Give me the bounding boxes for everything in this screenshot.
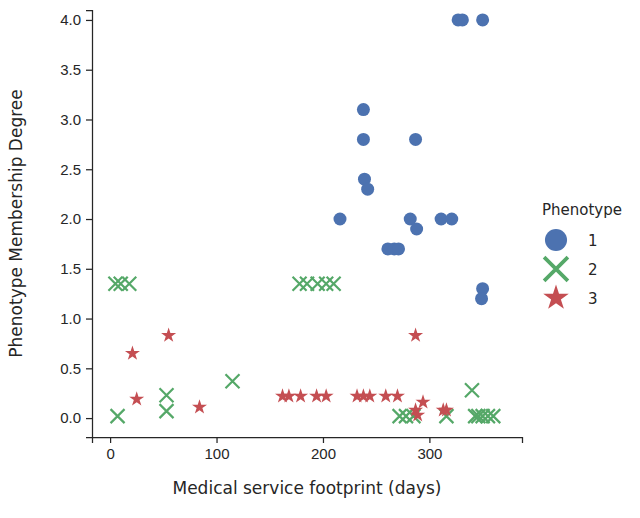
y-axis: 0.0 0.5 1.0 1.5 2.0 2.5 3.0 3.5 4.0 — [60, 11, 92, 438]
point — [319, 277, 333, 291]
point — [410, 407, 425, 421]
tick-label: 100 — [205, 445, 230, 462]
tick: 2.5 — [60, 161, 92, 178]
tick-mark — [86, 269, 92, 270]
tick-mark — [110, 437, 111, 443]
x-axis-title: Medical service footprint (days) — [172, 478, 441, 498]
series-1 — [333, 13, 489, 305]
chart: 0 100 200 300 0.0 0.5 1.0 1.5 2.0 2.5 3.0 3.5 4.0 Med… — [0, 0, 640, 518]
legend-label: 1 — [588, 232, 598, 250]
point — [192, 399, 207, 413]
tick-mark — [86, 318, 92, 319]
legend-item: 3 — [543, 285, 597, 309]
tick-label: 2.5 — [60, 161, 81, 178]
tick: 2.0 — [60, 210, 92, 227]
point — [129, 391, 144, 405]
legend-marker — [545, 229, 567, 251]
point — [408, 328, 423, 342]
legend-item: 2 — [544, 257, 597, 281]
point — [319, 388, 334, 402]
tick: 1.5 — [60, 260, 92, 277]
point — [445, 213, 458, 226]
tick-label: 4.0 — [60, 11, 81, 28]
legend-label: 2 — [588, 261, 598, 279]
tick-mark — [323, 437, 324, 443]
series-3 — [125, 328, 454, 422]
tick-label: 1.0 — [60, 310, 81, 327]
point — [160, 388, 174, 402]
tick-label: 3.5 — [60, 61, 81, 78]
point — [293, 388, 308, 402]
point — [333, 213, 346, 226]
point — [161, 328, 176, 342]
tick: 100 — [205, 437, 230, 462]
point — [362, 388, 377, 402]
point — [378, 388, 393, 402]
plot: 0 100 200 300 0.0 0.5 1.0 1.5 2.0 2.5 3.0 3.5 4.0 Med… — [6, 11, 523, 499]
point — [392, 242, 405, 255]
point — [439, 402, 454, 416]
tick-mark — [86, 418, 92, 419]
tick-mark — [86, 119, 92, 120]
tick: 300 — [417, 437, 442, 462]
point — [465, 383, 479, 397]
tick-label: 3.0 — [60, 111, 81, 128]
tick-label: 0.5 — [60, 360, 81, 377]
point — [225, 374, 239, 388]
point — [357, 133, 370, 146]
tick: 200 — [311, 437, 336, 462]
tick-mark — [86, 20, 92, 21]
point — [390, 388, 405, 402]
tick: 0.0 — [60, 409, 92, 426]
tick-label: 1.5 — [60, 260, 81, 277]
axis-line — [93, 438, 523, 444]
legend-label: 3 — [588, 290, 598, 308]
point — [293, 277, 307, 291]
tick: 0.5 — [60, 360, 92, 377]
point — [125, 345, 140, 359]
tick-mark — [86, 368, 92, 369]
tick: 0 — [106, 437, 114, 462]
legend: Phenotype 1 2 3 — [542, 201, 622, 309]
tick: 4.0 — [60, 11, 92, 28]
points — [108, 13, 500, 423]
point — [476, 13, 489, 26]
tick-label: 0 — [106, 445, 114, 462]
point — [122, 277, 136, 291]
point — [327, 277, 341, 291]
point — [468, 409, 482, 423]
tick-label: 2.0 — [60, 210, 81, 227]
point — [281, 388, 296, 402]
series-2 — [108, 277, 500, 423]
legend-item: 1 — [545, 229, 598, 251]
point — [416, 394, 431, 408]
point — [456, 13, 469, 26]
point — [475, 292, 488, 305]
point — [160, 404, 174, 418]
point — [361, 183, 374, 196]
tick-label: 200 — [311, 445, 336, 462]
point — [111, 409, 125, 423]
tick: 3.0 — [60, 111, 92, 128]
axis-line — [86, 11, 93, 438]
legend-marker — [544, 257, 568, 281]
tick: 3.5 — [60, 61, 92, 78]
legend-marker — [543, 285, 569, 309]
tick: 1.0 — [60, 310, 92, 327]
tick-mark — [86, 70, 92, 71]
x-axis: 0 100 200 300 — [93, 437, 523, 462]
point — [409, 133, 422, 146]
y-axis-title: Phenotype Membership Degree — [6, 89, 26, 357]
point — [410, 222, 423, 235]
tick-mark — [216, 437, 217, 443]
legend-title: Phenotype — [542, 201, 622, 219]
tick-mark — [86, 219, 92, 220]
tick-mark — [86, 169, 92, 170]
tick-label: 300 — [417, 445, 442, 462]
tick-mark — [429, 437, 430, 443]
point — [357, 103, 370, 116]
point — [486, 409, 500, 423]
tick-label: 0.0 — [60, 409, 81, 426]
point — [399, 409, 413, 423]
